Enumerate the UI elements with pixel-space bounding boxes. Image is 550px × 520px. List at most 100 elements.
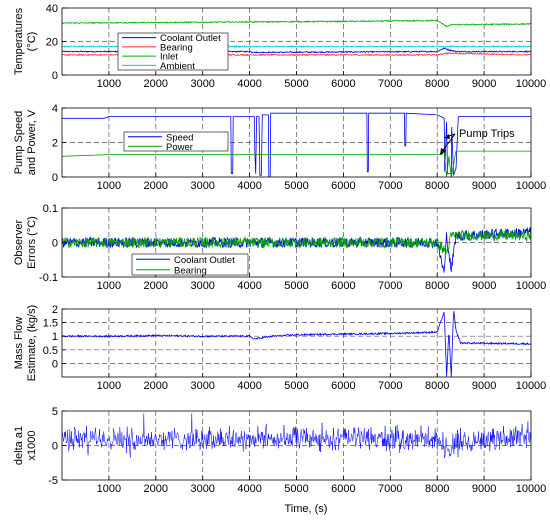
series-line-speed [62, 112, 531, 177]
y-tick-label: 0 [52, 70, 58, 82]
x-tick-label: 9000 [472, 380, 496, 392]
x-tick-label: 8000 [425, 380, 449, 392]
x-tick-label: 4000 [237, 180, 261, 192]
x-tick-label: 5000 [284, 78, 308, 90]
x-tick-label: 7000 [378, 380, 402, 392]
x-tick-label: 4000 [237, 280, 261, 292]
y-tick-label: 0 [52, 238, 58, 250]
y-tick-label: 4 [52, 103, 58, 115]
x-tick-label: 1000 [97, 380, 121, 392]
x-tick-label: 10000 [516, 380, 547, 392]
y-tick-label: 0.5 [43, 345, 58, 357]
legend-label: Ambient [160, 61, 195, 72]
legend-label: Bearing [174, 265, 207, 276]
legend-label: Coolant Outlet [160, 33, 221, 44]
x-tick-label: 2000 [144, 483, 168, 495]
grid [62, 309, 531, 377]
y-tick-label: 2 [52, 304, 58, 316]
x-tick-label: 9000 [472, 78, 496, 90]
y-tick-label: -5 [48, 475, 58, 487]
x-tick-label: 6000 [331, 483, 355, 495]
y-axis-label: delta a1x1000 [13, 426, 38, 465]
annotation-arrowhead [440, 148, 446, 155]
x-tick-label: 3000 [190, 483, 214, 495]
y-tick-label: 40 [46, 3, 58, 15]
x-tick-label: 9000 [472, 483, 496, 495]
legend-label: Bearing [160, 42, 193, 53]
x-tick-label: 7000 [378, 180, 402, 192]
x-tick-label: 5000 [284, 180, 308, 192]
series-line-power [62, 149, 531, 177]
x-tick-label: 8000 [425, 280, 449, 292]
x-tick-label: 3000 [190, 78, 214, 90]
legend-label: Coolant Outlet [174, 255, 235, 266]
x-tick-label: 7000 [378, 483, 402, 495]
chart-panel-5: -5 0 5 1000 2000 3000 4000 5000 6000 7000 8000 9000… [13, 406, 546, 495]
annotation-text: Pump Trips [459, 128, 515, 140]
x-tick-label: 4000 [237, 483, 261, 495]
x-tick-label: 10000 [516, 180, 547, 192]
y-axis-label: Pump Speedand Power, V [13, 109, 38, 175]
x-tick-label: 6000 [331, 180, 355, 192]
x-tick-label: 3000 [190, 280, 214, 292]
x-tick-label: 4000 [237, 380, 261, 392]
annotation-arrowhead [444, 134, 450, 139]
chart-panel-1: 0 20 40 1000 2000 3000 4000 5000 6000 7000 8000 900… [13, 3, 546, 90]
x-tick-label: 1000 [97, 180, 121, 192]
y-tick-label: 20 [46, 37, 58, 49]
x-tick-label: 6000 [331, 380, 355, 392]
x-tick-label: 5000 [284, 380, 308, 392]
x-tick-label: 5000 [284, 280, 308, 292]
y-tick-label: -0.1 [39, 272, 58, 284]
legend-label: Power [166, 142, 193, 153]
x-tick-label: 9000 [472, 180, 496, 192]
x-tick-label: 8000 [425, 180, 449, 192]
chart-panel-3: -0.1 0 0.1 1000 2000 3000 4000 5000 6000 7000 8000… [13, 203, 546, 292]
y-tick-label: 0.1 [43, 203, 58, 215]
x-tick-label: 9000 [472, 280, 496, 292]
x-tick-label: 5000 [284, 483, 308, 495]
y-tick-label: 0 [52, 358, 58, 370]
series-line-coolant-outlet [62, 227, 531, 273]
x-tick-label: 2000 [144, 180, 168, 192]
y-axis-label: ObserverErrors (°C) [13, 216, 38, 269]
legend-box [117, 32, 229, 71]
legend-label: Inlet [160, 52, 178, 63]
x-tick-label: 2000 [144, 380, 168, 392]
grid [62, 411, 531, 480]
x-tick-label: 3000 [190, 180, 214, 192]
x-tick-label: 7000 [378, 78, 402, 90]
x-tick-label: 2000 [144, 280, 168, 292]
x-tick-label: 10000 [516, 280, 547, 292]
series-line-bearing [62, 229, 531, 256]
x-tick-label: 10000 [516, 78, 547, 90]
y-tick-label: 1 [52, 331, 58, 343]
series-line-delta-a1 [62, 413, 531, 459]
x-tick-label: 6000 [331, 78, 355, 90]
series-line-inlet [62, 19, 531, 28]
x-tick-label: 6000 [331, 280, 355, 292]
x-tick-label: 3000 [190, 380, 214, 392]
y-tick-label: 0 [52, 441, 58, 453]
y-tick-label: 2 [52, 138, 58, 150]
series-line-mass-flow [62, 311, 531, 377]
x-tick-label: 1000 [97, 78, 121, 90]
y-tick-label: 1.5 [43, 318, 58, 330]
x-tick-label: 7000 [378, 280, 402, 292]
x-tick-label: 1000 [97, 483, 121, 495]
x-axis-label: Time, (s) [285, 503, 328, 515]
x-tick-label: 4000 [237, 78, 261, 90]
y-tick-label: 0 [52, 172, 58, 184]
annotation-pump-trips: Pump Trips [440, 128, 515, 155]
chart-panel-4: 00.5 11.5 2 1000 2000 3000 4000 5000 6000 7000 800… [13, 304, 546, 392]
y-axis-label: Mass FlowEstimate, (kg/s) [13, 305, 38, 381]
x-tick-label: 10000 [516, 483, 547, 495]
x-tick-label: 2000 [144, 78, 168, 90]
y-axis-label: Temperatures(°C) [13, 7, 38, 75]
y-tick-label: 5 [52, 406, 58, 418]
x-tick-label: 1000 [97, 280, 121, 292]
